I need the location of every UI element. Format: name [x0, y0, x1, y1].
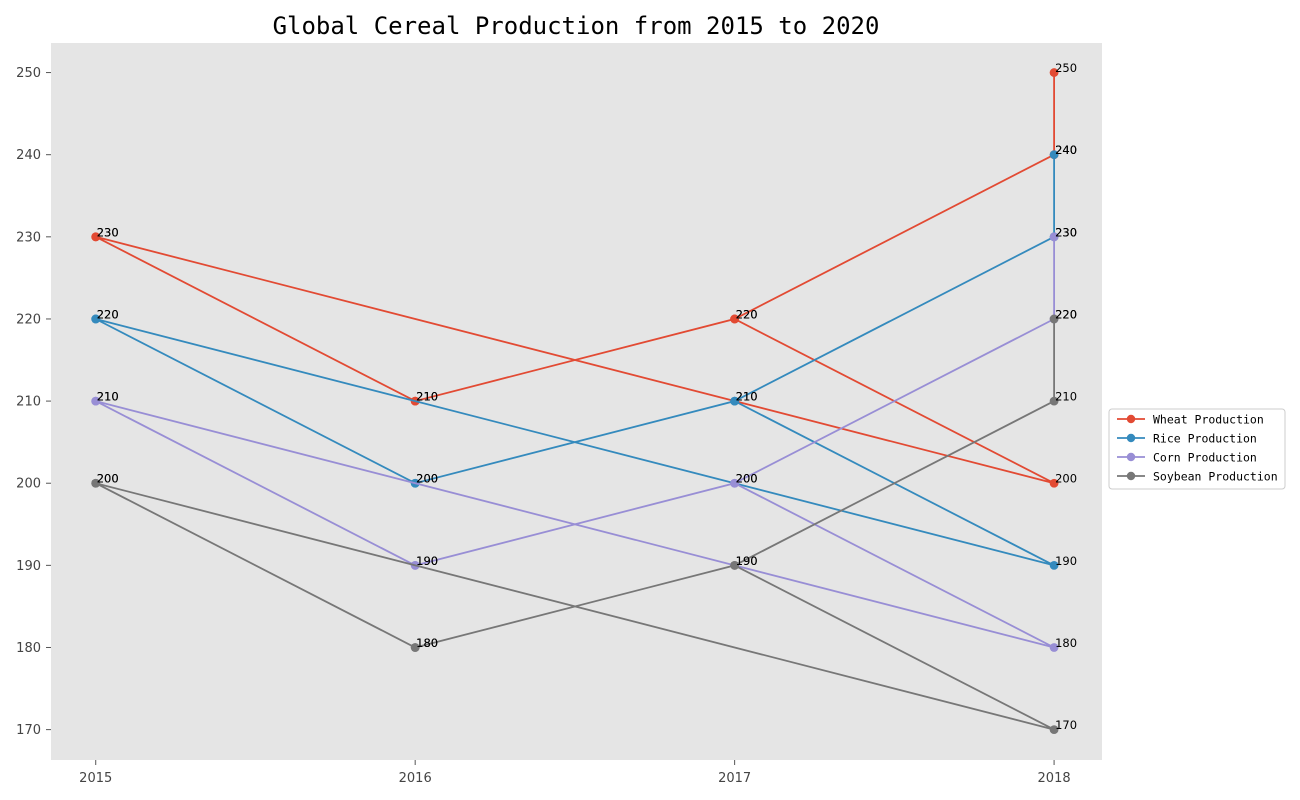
data-label: 200 [97, 472, 119, 486]
data-label: 240 [1055, 143, 1077, 157]
y-tick-label: 210 [16, 395, 41, 410]
data-label: 220 [97, 307, 119, 321]
data-label: 210 [1055, 390, 1077, 404]
x-tick-label: 2015 [79, 771, 112, 786]
data-label: 210 [416, 390, 438, 404]
data-point [91, 232, 101, 242]
data-point [410, 643, 420, 652]
data-label: 210 [736, 390, 758, 404]
data-label: 200 [416, 472, 438, 486]
data-point [730, 314, 740, 324]
y-tick-label: 190 [16, 559, 41, 574]
data-point [91, 478, 101, 488]
data-label: 240 [1055, 143, 1077, 157]
legend-swatch-marker [1126, 433, 1136, 443]
data-label: 210 [416, 390, 438, 404]
y-tick-label: 220 [16, 312, 41, 327]
data-label: 210 [736, 390, 758, 404]
x-tick-label: 2018 [1038, 771, 1071, 786]
data-point [730, 396, 740, 406]
data-point [1049, 560, 1059, 570]
data-label: 190 [1055, 554, 1077, 568]
y-tick-label: 180 [16, 641, 41, 656]
legend: Wheat Production Rice Production Corn Prod… [1108, 408, 1286, 490]
data-point [1049, 150, 1059, 160]
chart-title: Global Cereal Production from 2015 to 20… [273, 12, 880, 40]
legend-swatch-marker [1126, 414, 1136, 424]
data-label: 200 [97, 472, 119, 486]
x-tick-label: 2016 [399, 771, 432, 786]
y-axis: 170 180 190 200 210 220 230 240 250 [16, 66, 51, 738]
data-point [1049, 396, 1059, 406]
data-label: 220 [736, 307, 758, 321]
data-label: 190 [416, 554, 438, 568]
data-point [91, 396, 101, 406]
data-label: 220 [1055, 307, 1077, 321]
data-label: 200 [736, 472, 758, 486]
data-label: 170 [1055, 718, 1077, 732]
data-label: 230 [97, 225, 119, 239]
data-label: 220 [97, 307, 119, 321]
data-label: 230 [1055, 225, 1077, 239]
data-label: 190 [736, 554, 758, 568]
plot-area [51, 43, 1102, 760]
data-label: 220 [736, 307, 758, 321]
data-point [730, 560, 740, 570]
legend-swatch-marker [1126, 452, 1136, 462]
data-label: 180 [1055, 636, 1077, 650]
legend-box [1108, 408, 1286, 490]
data-label: 200 [736, 472, 758, 486]
legend-entry: Corn Production [1153, 450, 1257, 464]
data-point [1049, 232, 1059, 242]
data-label: 210 [97, 390, 119, 404]
y-tick-label: 240 [16, 148, 41, 163]
y-tick-label: 170 [16, 723, 41, 738]
data-label: 180 [416, 636, 438, 650]
data-point [730, 478, 740, 488]
data-label: 190 [416, 554, 438, 568]
y-tick-label: 230 [16, 230, 41, 245]
data-label: 210 [97, 390, 119, 404]
y-tick-label: 200 [16, 477, 41, 492]
data-label: 200 [1055, 472, 1077, 486]
data-label: 190 [736, 554, 758, 568]
data-labels: 230 210 220 200 230 210 220 240 250 220 200 210 190 2… [97, 61, 1077, 732]
data-label: 220 [1055, 307, 1077, 321]
data-point [1049, 643, 1059, 652]
data-point [91, 314, 101, 324]
x-tick-label: 2017 [718, 771, 751, 786]
data-label: 230 [1055, 225, 1077, 239]
legend-entry: Wheat Production [1153, 412, 1264, 426]
data-point [1049, 478, 1059, 488]
legend-entry: Rice Production [1153, 431, 1257, 445]
series-layer [91, 68, 1059, 735]
y-tick-label: 250 [16, 66, 41, 81]
data-label: 200 [416, 472, 438, 486]
data-point [1049, 314, 1059, 324]
data-label: 180 [416, 636, 438, 650]
x-axis: 2015 2016 2017 2018 [79, 760, 1071, 786]
legend-entry: Soybean Production [1153, 469, 1278, 483]
legend-swatch-marker [1126, 471, 1136, 481]
data-point [1049, 725, 1059, 735]
data-label: 250 [1055, 61, 1077, 75]
data-label: 230 [97, 225, 119, 239]
data-point [1049, 68, 1059, 77]
